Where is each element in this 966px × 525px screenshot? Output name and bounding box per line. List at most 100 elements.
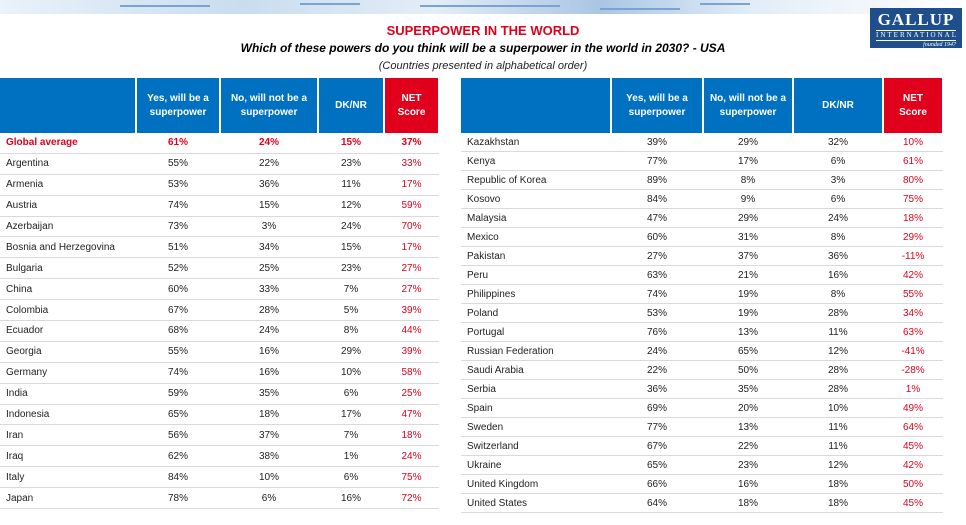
country-cell: Philippines: [461, 284, 611, 304]
table-row: Ecuador 68% 24% 8% 44%: [0, 320, 439, 342]
net-cell: 17%: [384, 236, 439, 259]
dk-cell: 8%: [793, 227, 883, 247]
net-cell: 27%: [384, 278, 439, 301]
net-cell: 42%: [883, 455, 943, 475]
dk-cell: 32%: [793, 133, 883, 152]
country-cell: Armenia: [0, 174, 136, 196]
country-cell: Indonesia: [0, 404, 136, 426]
net-cell: 44%: [384, 320, 439, 342]
no-cell: 38%: [220, 445, 318, 468]
yes-cell: 60%: [611, 227, 703, 247]
yes-cell: 63%: [611, 265, 703, 285]
table-row: Iran 56% 37% 7% 18%: [0, 424, 439, 447]
country-cell: Russian Federation: [461, 341, 611, 361]
dk-cell: 18%: [793, 493, 883, 513]
net-cell: 80%: [883, 170, 943, 190]
net-cell: -11%: [883, 246, 943, 266]
dk-cell: 6%: [793, 151, 883, 171]
country-column-header: [0, 78, 137, 133]
table-row: Iraq 62% 38% 1% 24%: [0, 445, 439, 468]
banner-streak: [120, 5, 210, 7]
net-cell: 39%: [384, 341, 439, 363]
no-cell: 25%: [220, 257, 318, 280]
dk-cell: 12%: [793, 341, 883, 361]
country-cell: Austria: [0, 195, 136, 217]
country-cell: Ukraine: [461, 455, 611, 475]
table-row: Pakistan 27% 37% 36% -11%: [461, 246, 943, 266]
net-cell: 39%: [384, 299, 439, 322]
dk-column-header: DK/NR: [793, 78, 884, 133]
dk-cell: 12%: [318, 195, 384, 217]
net-cell: 49%: [883, 398, 943, 418]
net-cell: 18%: [384, 424, 439, 447]
yes-cell: 74%: [136, 195, 220, 217]
country-cell: Georgia: [0, 341, 136, 363]
table-row: Mexico 60% 31% 8% 29%: [461, 227, 943, 247]
table-row: Italy 84% 10% 6% 75%: [0, 466, 439, 489]
dk-column-header: DK/NR: [318, 78, 385, 133]
country-cell: India: [0, 383, 136, 405]
dk-cell: 11%: [318, 174, 384, 196]
country-cell: Portugal: [461, 322, 611, 342]
dk-cell: 10%: [793, 398, 883, 418]
results-table-left: Yes, will be a superpower No, will not b…: [0, 78, 440, 510]
table-row: Sweden 77% 13% 11% 64%: [461, 417, 943, 437]
no-cell: 22%: [220, 153, 318, 175]
no-cell: 23%: [703, 455, 793, 475]
dk-cell: 28%: [793, 379, 883, 399]
yes-cell: 73%: [136, 216, 220, 238]
dk-cell: 12%: [793, 455, 883, 475]
no-cell: 9%: [703, 189, 793, 209]
country-cell: Iran: [0, 424, 136, 447]
no-cell: 31%: [703, 227, 793, 247]
country-cell: United Kingdom: [461, 474, 611, 494]
no-cell: 50%: [703, 360, 793, 380]
no-cell: 35%: [220, 383, 318, 405]
dk-cell: 15%: [318, 133, 384, 154]
banner-streak: [300, 3, 360, 5]
dk-cell: 5%: [318, 299, 384, 322]
no-cell: 13%: [703, 417, 793, 437]
net-cell: 72%: [384, 487, 439, 510]
dk-cell: 6%: [318, 383, 384, 405]
page-subtitle: Which of these powers do you think will …: [240, 41, 726, 55]
table-row: Colombia 67% 28% 5% 39%: [0, 299, 439, 322]
yes-cell: 53%: [136, 174, 220, 196]
yes-cell: 74%: [136, 362, 220, 384]
table-row: Argentina 55% 22% 23% 33%: [0, 153, 439, 175]
no-cell: 13%: [703, 322, 793, 342]
country-cell: Kosovo: [461, 189, 611, 209]
country-cell: Iraq: [0, 445, 136, 468]
no-cell: 16%: [703, 474, 793, 494]
yes-cell: 64%: [611, 493, 703, 513]
yes-cell: 60%: [136, 278, 220, 301]
no-cell: 16%: [220, 341, 318, 363]
yes-cell: 84%: [611, 189, 703, 209]
yes-column-header: Yes, will be a superpower: [611, 78, 704, 133]
dk-cell: 8%: [793, 284, 883, 304]
no-cell: 19%: [703, 284, 793, 304]
dk-cell: 18%: [793, 474, 883, 494]
country-cell: Germany: [0, 362, 136, 384]
dk-cell: 16%: [793, 265, 883, 285]
table-row: United States 64% 18% 18% 45%: [461, 493, 943, 513]
country-cell: Azerbaijan: [0, 216, 136, 238]
no-cell: 10%: [220, 466, 318, 489]
no-cell: 29%: [703, 208, 793, 228]
results-table-right: Yes, will be a superpower No, will not b…: [461, 78, 944, 513]
yes-cell: 47%: [611, 208, 703, 228]
net-cell: 64%: [883, 417, 943, 437]
page-title: SUPERPOWER IN THE WORLD: [386, 23, 580, 38]
net-cell: 63%: [883, 322, 943, 342]
net-cell: 25%: [384, 383, 439, 405]
country-cell: Global average: [0, 133, 136, 154]
no-cell: 24%: [220, 320, 318, 342]
yes-cell: 65%: [611, 455, 703, 475]
no-cell: 17%: [703, 151, 793, 171]
country-cell: Japan: [0, 487, 136, 510]
table-row: Kazakhstan 39% 29% 32% 10%: [461, 133, 943, 152]
table-row: Portugal 76% 13% 11% 63%: [461, 322, 943, 342]
table-row: Kosovo 84% 9% 6% 75%: [461, 189, 943, 209]
country-column-header: [461, 78, 612, 133]
country-cell: Kazakhstan: [461, 133, 611, 152]
